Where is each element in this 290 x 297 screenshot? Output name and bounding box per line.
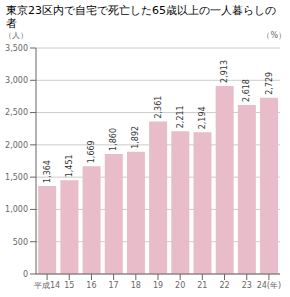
svg-text:2,361: 2,361 <box>154 96 163 119</box>
svg-text:22: 22 <box>219 281 229 290</box>
svg-text:17: 17 <box>109 281 119 290</box>
svg-text:1,669: 1,669 <box>87 140 96 163</box>
svg-text:2,000: 2,000 <box>8 141 28 150</box>
svg-text:1,451: 1,451 <box>65 154 74 177</box>
svg-text:15: 15 <box>64 281 74 290</box>
svg-text:2,729: 2,729 <box>265 72 274 95</box>
svg-text:1,860: 1,860 <box>109 128 118 151</box>
svg-text:2,500: 2,500 <box>8 108 28 117</box>
svg-text:24(年): 24(年) <box>257 281 281 290</box>
svg-text:16: 16 <box>86 281 96 290</box>
svg-text:2,913: 2,913 <box>220 60 229 83</box>
svg-text:0: 0 <box>23 270 28 279</box>
svg-text:23: 23 <box>242 281 252 290</box>
svg-text:1,000: 1,000 <box>8 205 28 214</box>
svg-text:500: 500 <box>13 238 28 247</box>
svg-text:3,000: 3,000 <box>8 76 28 85</box>
svg-text:21: 21 <box>197 281 207 290</box>
svg-text:3,500: 3,500 <box>8 44 28 53</box>
svg-text:20: 20 <box>175 281 185 290</box>
svg-text:2,618: 2,618 <box>242 79 251 102</box>
svg-text:1,892: 1,892 <box>131 126 140 149</box>
html-text:（人）: （人） <box>4 31 28 40</box>
svg-text:19: 19 <box>153 281 163 290</box>
svg-text:2,194: 2,194 <box>198 106 207 129</box>
svg-text:1,500: 1,500 <box>8 173 28 182</box>
svg-text:18: 18 <box>131 281 141 290</box>
svg-text:平成14: 平成14 <box>34 281 60 290</box>
html-text:東京23区内で自宅で死亡した65歳以上の一人暮らしの者: 東京23区内で自宅で死亡した65歳以上の一人暮らしの者 <box>6 4 276 30</box>
svg-text:1,364: 1,364 <box>43 160 52 183</box>
svg-text:2,211: 2,211 <box>176 105 185 128</box>
